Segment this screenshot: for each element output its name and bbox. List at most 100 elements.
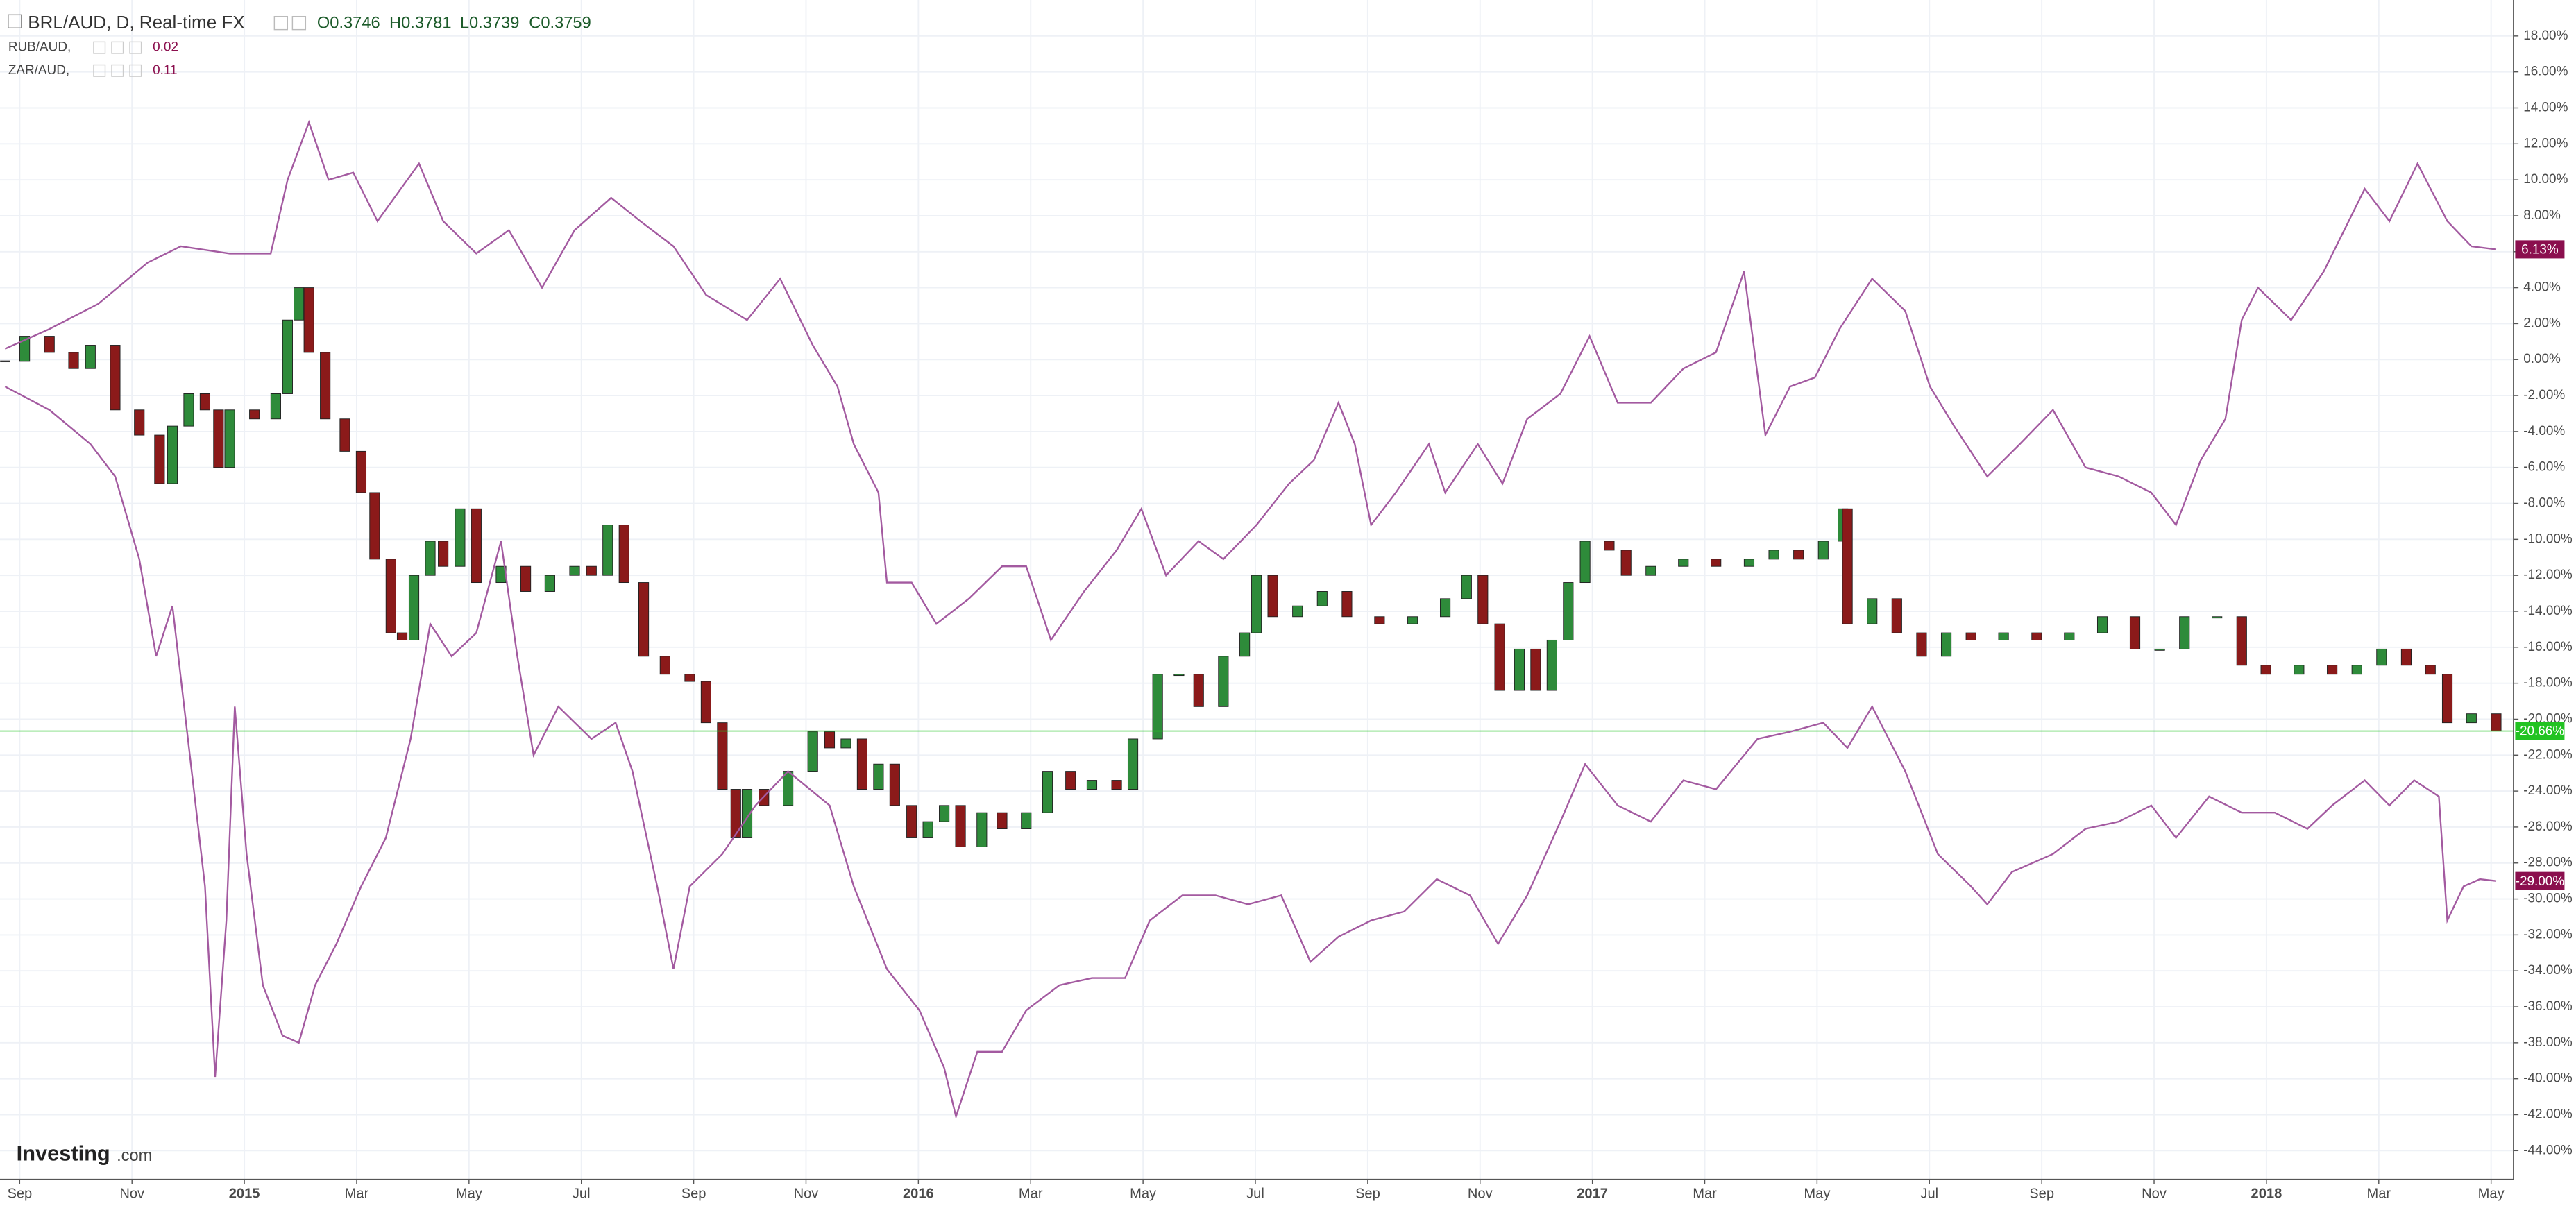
candle [385,559,396,633]
legend-icon [93,41,106,54]
logo: Investing .com [17,1141,153,1165]
x-tick-label: Nov [794,1186,819,1201]
candle [355,450,367,493]
y-tick-label: -22.00% [2523,747,2573,762]
candle [856,738,867,790]
y-tick-label: -40.00% [2523,1071,2573,1086]
y-tick-label: 8.00% [2523,208,2561,223]
candle [873,763,884,790]
candle [1193,674,1204,707]
legend-value: 0.02 [153,40,178,55]
last-value-label: -20.66% [2516,724,2565,739]
candle [2212,616,2223,619]
candle [1604,541,1615,551]
candle [1173,674,1185,677]
plot-area [0,119,2514,1120]
x-tick-label: Mar [1693,1186,1717,1201]
candle [1530,648,1541,691]
x-tick-label: May [2478,1186,2505,1201]
x-tick-label: 2016 [903,1186,934,1201]
x-tick-label: Sep [2029,1186,2054,1201]
candle [1998,632,2009,640]
candle [976,812,988,847]
series-line [4,386,2497,1120]
y-tick-label: 10.00% [2523,172,2568,187]
main-title: BRL/AUD, D, Real-time FX [28,12,244,33]
candle [840,738,851,749]
candle [199,393,211,411]
candle [249,409,260,420]
y-tick-label: -8.00% [2523,496,2565,511]
candle [602,525,613,576]
candle [1239,632,1251,657]
close-icon[interactable] [291,15,307,31]
y-tick-label: -28.00% [2523,856,2573,870]
candle [1316,591,1328,606]
candle [455,508,466,567]
candle [1940,632,1952,657]
legend-icon [129,64,142,77]
candle [638,582,650,657]
candle [618,525,629,584]
candle [1086,780,1098,790]
last-value-badge [2515,722,2565,740]
candle [1374,616,1385,624]
candle [1152,674,1163,740]
candle [730,789,741,838]
candle [906,805,917,838]
x-tick-label: Mar [1019,1186,1043,1201]
candle [544,575,555,592]
x-tick-label: Nov [2142,1186,2167,1201]
y-tick-label: 2.00% [2523,316,2561,330]
candle [1218,656,1229,707]
x-tick-label: 2015 [229,1186,260,1201]
candle [1678,559,1689,567]
legend-name: RUB/AUD, [8,40,71,55]
y-tick-label: 0.00% [2523,352,2561,366]
candle [2491,713,2502,732]
candle [741,789,753,838]
x-tick-label: Nov [119,1186,144,1201]
candle [282,319,293,394]
candle [2466,713,2477,724]
candle [1711,559,1722,567]
candle [1891,598,1902,633]
candle [320,352,331,420]
legend: RUB/AUD, 0.02 ZAR/AUD, 0.11 [8,40,178,78]
candle [659,656,670,675]
candle [2260,665,2271,675]
x-tick-label: Sep [681,1186,706,1201]
candle [2096,616,2108,633]
candle [1965,632,1976,640]
candle [68,352,79,369]
candle [339,418,350,452]
settings-icon[interactable] [273,15,288,31]
x-tick-label: May [456,1186,483,1201]
candle [824,731,836,749]
candle [425,541,436,576]
candle [1042,771,1053,813]
x-tick-label: May [1804,1186,1831,1201]
y-tick-label: 12.00% [2523,136,2568,151]
candle [807,731,818,772]
ohlc-open: O0.3746 [317,15,380,33]
series-line [4,119,2497,643]
candle [294,287,305,321]
logo-name: Investing [17,1141,110,1165]
x-tick-label: Jul [1920,1186,1938,1201]
y-tick-label: -16.00% [2523,640,2573,654]
candle [183,393,194,427]
candle [1461,575,1472,599]
candle [2376,648,2387,666]
collapse-icon[interactable] [8,14,22,28]
candle [2236,616,2247,666]
candle [438,541,449,567]
candle [1111,780,1122,790]
y-tick-label: -4.00% [2523,424,2565,439]
legend-icon [93,64,106,77]
candle [1065,771,1076,790]
legend-icon [111,41,124,54]
candle [889,763,900,806]
